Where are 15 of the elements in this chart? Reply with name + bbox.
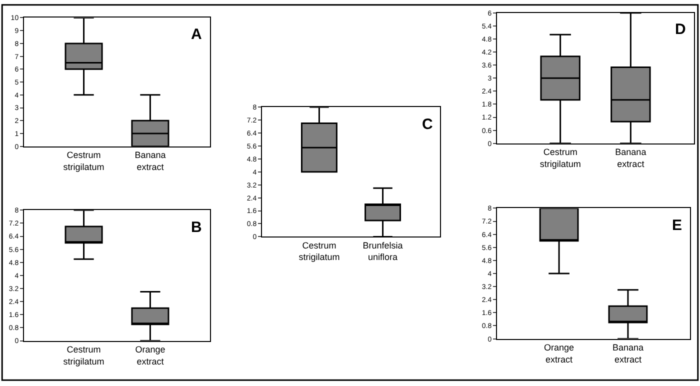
x-tick-label: Cestrum strigilatum — [63, 344, 104, 366]
x-tick-label: Banana extract — [615, 147, 646, 169]
text: C — [422, 116, 433, 133]
x-tick-label: Banana extract — [134, 150, 166, 172]
text: B — [191, 219, 202, 236]
x-tick-label: Brunfelsia uniflora — [362, 240, 403, 262]
x-tick-label: Banana extract — [612, 342, 644, 364]
x-tick-label: Cestrum strigilatum — [298, 240, 340, 262]
text: E — [672, 217, 682, 234]
x-tick-label: Cestrum strigilatum — [63, 150, 104, 172]
text: A — [191, 26, 202, 43]
text: D — [675, 21, 686, 38]
x-tick-label: Orange extract — [544, 342, 574, 364]
x-tick-label: Cestrum strigilatum — [540, 147, 581, 169]
x-tick-label: Orange extract — [135, 344, 166, 366]
